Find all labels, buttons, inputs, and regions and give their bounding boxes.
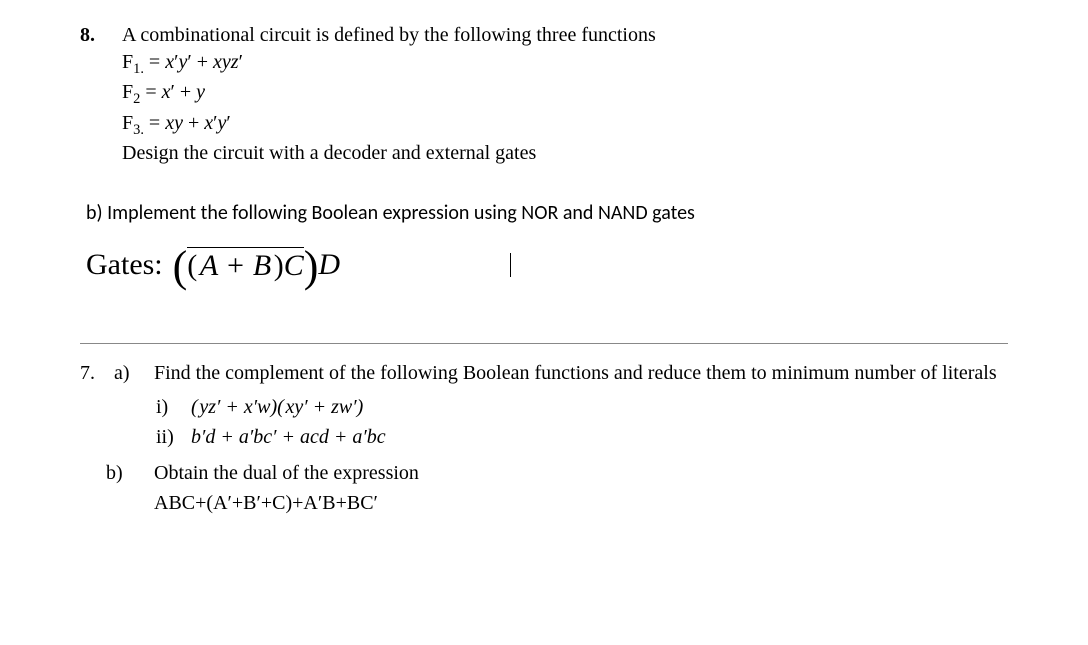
q7-b-label: b) bbox=[106, 458, 154, 518]
q8-f1: F1. = x′y′ + xyz′ bbox=[122, 49, 1008, 79]
q7-part-a: 7. a) Find the complement of the followi… bbox=[80, 358, 1008, 388]
q8-f3: F3. = xy + x′y′ bbox=[122, 110, 1008, 140]
q7-b-body: Obtain the dual of the expression ABC+(A… bbox=[154, 458, 1008, 518]
question-8: 8. A combinational circuit is defined by… bbox=[80, 22, 1008, 167]
q7-b-text: Obtain the dual of the expression bbox=[154, 458, 1008, 488]
q7-number: 7. bbox=[80, 358, 114, 388]
text-cursor bbox=[510, 253, 511, 277]
document-page: 8. A combinational circuit is defined by… bbox=[0, 0, 1088, 538]
q8-intro: A combinational circuit is defined by th… bbox=[122, 22, 1008, 49]
open-paren-inner: ( bbox=[187, 249, 197, 282]
part-b-heading: b) Implement the following Boolean expre… bbox=[86, 201, 1008, 225]
q7-b-expr: ABC+(A′+B′+C)+A′B+BC′ bbox=[154, 488, 1008, 518]
q8-f2: F2 = x′ + y bbox=[122, 79, 1008, 109]
q7-item-ii: ii) b′d + a′bc′ + acd + a′bc bbox=[156, 422, 1008, 452]
close-paren-inner: ) bbox=[274, 249, 284, 282]
overline-group: ( A + B )C bbox=[187, 247, 303, 283]
q8-number: 8. bbox=[80, 22, 122, 49]
q7-i-expr: ( yz′ + x′w)( xy′ + zw′) bbox=[191, 396, 363, 418]
question-7: 7. a) Find the complement of the followi… bbox=[80, 343, 1008, 518]
expr-c: C bbox=[284, 249, 304, 282]
q7-a-label: a) bbox=[114, 358, 154, 388]
expr-d: D bbox=[318, 248, 340, 282]
q7-ii-label: ii) bbox=[156, 422, 186, 452]
q7-part-b: b) Obtain the dual of the expression ABC… bbox=[106, 458, 1008, 518]
gates-expression-line: Gates: ( ( A + B )C ) D bbox=[86, 247, 1008, 283]
q7-item-i: i) ( yz′ + x′w)( xy′ + zw′) bbox=[156, 392, 1008, 422]
expr-inner: A + B bbox=[200, 249, 271, 282]
q7-a-text: Find the complement of the following Boo… bbox=[154, 358, 1008, 388]
q8-body: A combinational circuit is defined by th… bbox=[122, 22, 1008, 167]
q7-ii-expr: b′d + a′bc′ + acd + a′bc bbox=[191, 426, 386, 448]
gates-label: Gates: bbox=[86, 248, 163, 282]
q7-i-label: i) bbox=[156, 392, 186, 422]
q7-sub-items: i) ( yz′ + x′w)( xy′ + zw′) ii) b′d + a′… bbox=[156, 392, 1008, 452]
q8-closing: Design the circuit with a decoder and ex… bbox=[122, 140, 1008, 167]
